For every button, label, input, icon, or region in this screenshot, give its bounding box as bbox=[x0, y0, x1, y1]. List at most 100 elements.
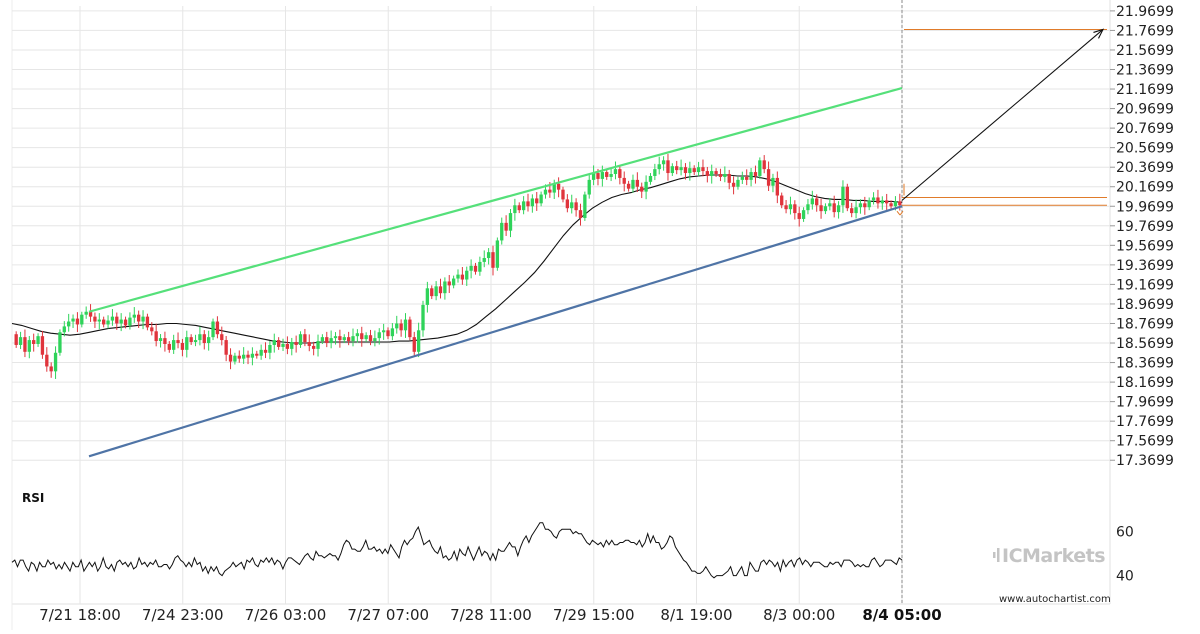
candle-body bbox=[513, 205, 517, 214]
candle-body bbox=[556, 183, 561, 190]
candle-body bbox=[836, 205, 841, 213]
candle-body bbox=[250, 353, 255, 358]
candle-body bbox=[863, 203, 867, 208]
rsi-line bbox=[11, 522, 903, 579]
candle-body bbox=[478, 261, 482, 272]
trend-lines-layer bbox=[88, 86, 903, 458]
candle-body bbox=[871, 197, 876, 201]
candle-body bbox=[220, 334, 224, 341]
candle-body bbox=[762, 160, 766, 170]
rsi-layer: RSI 60 40 bbox=[11, 491, 1134, 585]
candle-body bbox=[40, 336, 45, 355]
y-tick-label: 19.7699 bbox=[1116, 219, 1174, 235]
candle-body bbox=[198, 334, 202, 341]
candle-body bbox=[438, 286, 443, 294]
candle-body bbox=[500, 222, 504, 241]
candle-body bbox=[591, 173, 596, 180]
candle-body bbox=[246, 354, 250, 358]
candle-body bbox=[460, 274, 465, 280]
candle-body bbox=[780, 195, 784, 206]
y-tick-label: 17.7699 bbox=[1116, 414, 1174, 430]
candle-body bbox=[526, 201, 530, 207]
candle-body bbox=[172, 340, 176, 350]
candle-body bbox=[23, 337, 27, 352]
candle-body bbox=[548, 189, 552, 193]
candle-body bbox=[609, 174, 613, 177]
candle-body bbox=[675, 166, 679, 171]
candle-body bbox=[320, 337, 325, 342]
y-tick-label: 17.3699 bbox=[1116, 453, 1174, 469]
candle-body bbox=[75, 318, 80, 325]
candle-body bbox=[224, 340, 228, 355]
candle-body bbox=[889, 203, 893, 207]
candle-body bbox=[574, 202, 578, 211]
candle-body bbox=[530, 198, 535, 207]
candle-body bbox=[408, 319, 412, 338]
candle-body bbox=[154, 331, 158, 342]
x-tick-label: 8/3 00:00 bbox=[763, 606, 835, 624]
candle-body bbox=[189, 337, 193, 343]
grid bbox=[11, 0, 1111, 630]
y-tick-label: 19.1699 bbox=[1116, 277, 1174, 293]
upper-channel-line bbox=[88, 86, 903, 313]
candle-body bbox=[819, 205, 823, 212]
brand-logo-icon bbox=[993, 552, 996, 558]
candle-body bbox=[486, 252, 491, 259]
y-tick-label: 21.9699 bbox=[1116, 4, 1174, 20]
candle-body bbox=[565, 199, 570, 209]
candle-body bbox=[723, 174, 727, 177]
candle-body bbox=[495, 240, 500, 268]
candle-body bbox=[740, 176, 744, 180]
y-tick-label: 18.1699 bbox=[1116, 375, 1174, 391]
candle-body bbox=[535, 198, 539, 204]
candle-body bbox=[801, 210, 806, 219]
candle-body bbox=[145, 316, 150, 328]
moving-average-line bbox=[11, 174, 903, 344]
candle-body bbox=[276, 340, 281, 347]
rsi-label: RSI bbox=[22, 491, 44, 505]
candle-body bbox=[49, 366, 53, 372]
candle-body bbox=[845, 186, 849, 209]
candle-body bbox=[456, 274, 460, 279]
candle-body bbox=[412, 337, 416, 352]
y-tick-label: 21.7699 bbox=[1116, 23, 1174, 39]
candle-body bbox=[88, 311, 93, 317]
candle-body bbox=[45, 354, 49, 367]
y-tick-label: 20.3699 bbox=[1116, 160, 1174, 176]
candle-body bbox=[465, 270, 469, 280]
candle-body bbox=[631, 179, 635, 189]
candle-body bbox=[399, 323, 403, 331]
candle-body bbox=[115, 316, 119, 324]
candle-body bbox=[666, 160, 670, 174]
candle-body bbox=[605, 172, 609, 177]
moving-average-layer bbox=[11, 174, 903, 344]
candle-body bbox=[237, 355, 241, 359]
candle-body bbox=[128, 317, 132, 326]
candle-body bbox=[364, 335, 368, 340]
candle-body bbox=[771, 177, 775, 186]
candle-body bbox=[97, 319, 101, 322]
candle-body bbox=[311, 345, 316, 349]
candle-body bbox=[294, 342, 298, 345]
candle-body bbox=[832, 203, 836, 213]
candle-body bbox=[307, 342, 311, 346]
y-tick-label: 18.5699 bbox=[1116, 336, 1174, 352]
x-tick-label: 7/26 03:00 bbox=[245, 606, 327, 624]
candle-body bbox=[421, 304, 425, 331]
candle-body bbox=[714, 171, 718, 175]
candle-body bbox=[570, 202, 574, 209]
brand-logo-icon bbox=[997, 548, 1000, 562]
candle-body bbox=[443, 281, 447, 294]
candle-body bbox=[285, 343, 290, 349]
candle-body bbox=[206, 337, 211, 344]
candle-body bbox=[539, 194, 543, 204]
candle-body bbox=[32, 340, 36, 344]
candle-body bbox=[736, 179, 740, 187]
candle-body bbox=[661, 160, 666, 165]
candle-body bbox=[578, 210, 583, 218]
candle-body bbox=[898, 201, 902, 206]
candle-body bbox=[823, 206, 828, 212]
candle-body bbox=[416, 330, 421, 352]
